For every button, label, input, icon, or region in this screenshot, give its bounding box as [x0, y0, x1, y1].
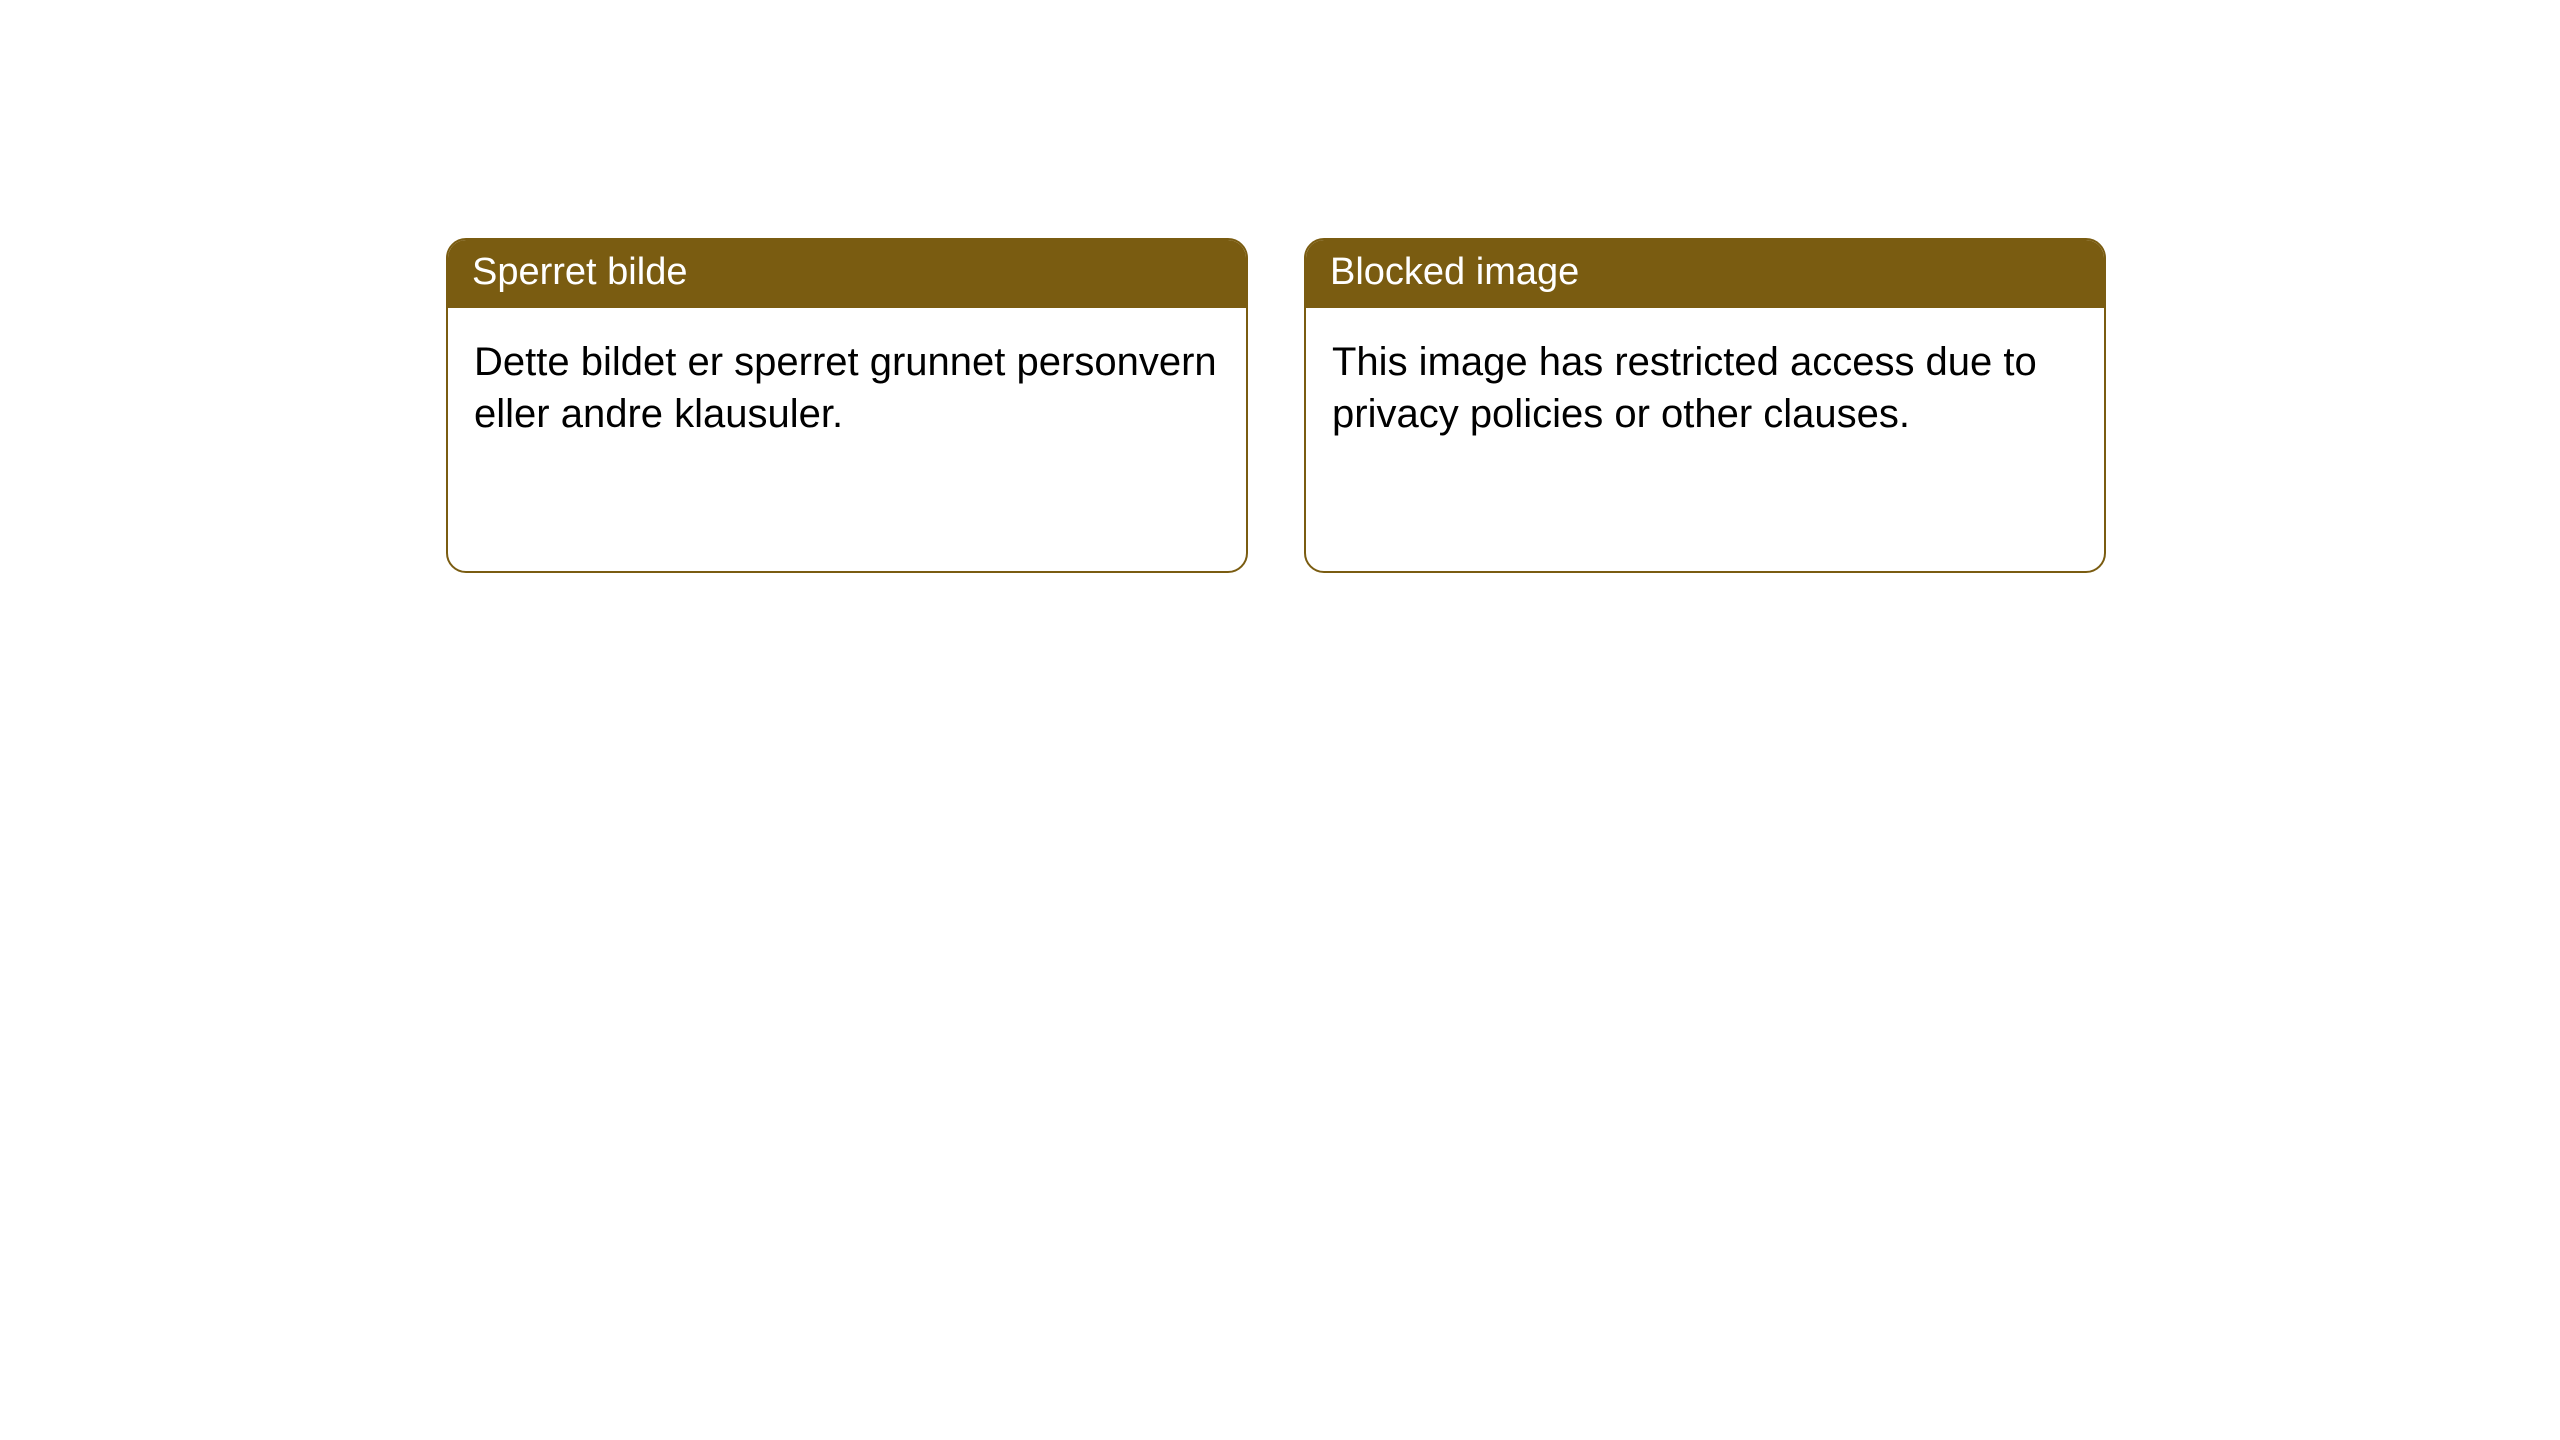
card-body-text-en: This image has restricted access due to …: [1332, 336, 2078, 440]
card-body-en: This image has restricted access due to …: [1306, 308, 2104, 468]
blocked-image-card-en: Blocked image This image has restricted …: [1304, 238, 2106, 573]
blocked-image-card-no: Sperret bilde Dette bildet er sperret gr…: [446, 238, 1248, 573]
card-body-text-no: Dette bildet er sperret grunnet personve…: [474, 336, 1220, 440]
card-header-no: Sperret bilde: [448, 240, 1246, 308]
card-header-en: Blocked image: [1306, 240, 2104, 308]
card-body-no: Dette bildet er sperret grunnet personve…: [448, 308, 1246, 468]
notice-cards-container: Sperret bilde Dette bildet er sperret gr…: [0, 0, 2560, 573]
